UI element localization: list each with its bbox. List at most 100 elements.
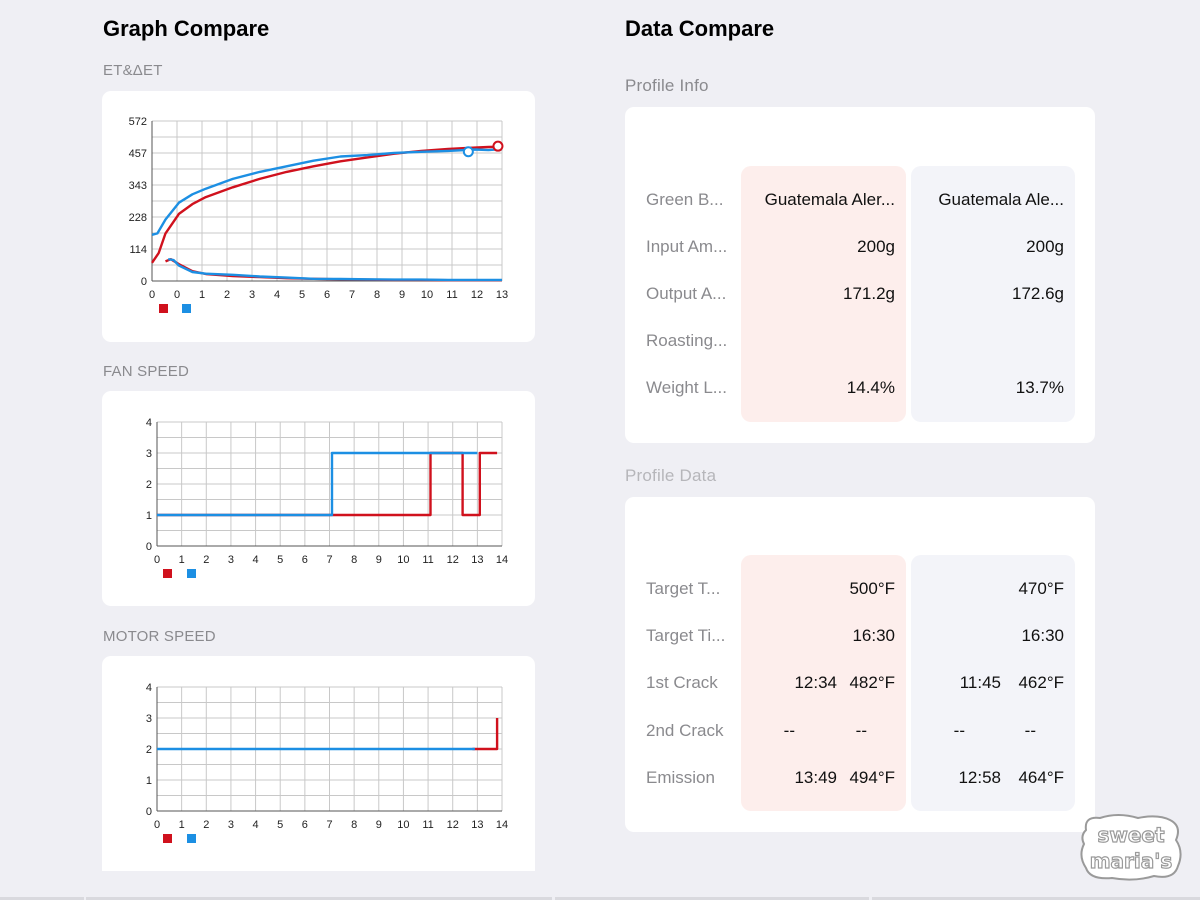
x-tick-label: 6 <box>324 289 330 301</box>
y-tick-label: 114 <box>129 244 147 256</box>
series-line <box>157 451 478 517</box>
target-time-b: 16:30 <box>1021 626 1064 645</box>
fan-speed-card[interactable]: 0 1 2 3 4 0 1 2 3 4 5 6 7 8 9 10 11 12 13 14 <box>102 391 535 606</box>
x-tick-label: 13 <box>471 554 483 566</box>
x-tick-label: 12 <box>471 289 483 301</box>
x-tick-label: 0 <box>154 819 160 831</box>
output-amount-b: 172.6g <box>1012 284 1064 303</box>
x-tick-label: 5 <box>277 819 283 831</box>
x-tick-label: 14 <box>496 554 508 566</box>
series-line <box>168 258 502 282</box>
green-bean-a: Guatemala Aler... <box>764 190 895 209</box>
logo-line1: sweet <box>1097 823 1165 847</box>
legend-swatch-a <box>159 304 168 313</box>
y-tick-label: 343 <box>129 180 147 192</box>
legend-swatch-b <box>187 834 196 843</box>
y-tick-label: 572 <box>129 116 147 128</box>
bottom-divider <box>872 897 1200 900</box>
et-chart-card[interactable]: 0 114 228 343 457 572 0 0 1 2 3 4 5 6 7 8 9 10 11 12 13 <box>102 91 535 342</box>
x-tick-label: 0 <box>154 554 160 566</box>
y-tick-label: 1 <box>146 775 152 787</box>
x-tick-label: 10 <box>397 554 409 566</box>
output-amount-a: 171.2g <box>843 284 895 303</box>
x-tick-label: 4 <box>253 819 259 831</box>
emission-temp-b: 464°F <box>1018 768 1064 787</box>
input-amount-a: 200g <box>857 237 895 256</box>
weight-loss-label: Weight L... <box>646 378 727 397</box>
first-crack-temp-a: 482°F <box>849 673 895 692</box>
second-crack-temp-a: -- <box>855 721 867 740</box>
x-tick-label: 3 <box>228 819 234 831</box>
x-tick-label: 10 <box>397 819 409 831</box>
x-tick-label: 6 <box>302 554 308 566</box>
x-tick-label: 1 <box>199 289 205 301</box>
x-tick-label: 5 <box>299 289 305 301</box>
logo-line2: maria's <box>1090 849 1173 873</box>
profile-data-label: Profile Data <box>625 466 717 485</box>
x-tick-label: 8 <box>351 819 357 831</box>
x-tick-label: 12 <box>447 819 459 831</box>
x-tick-label: 11 <box>422 819 433 831</box>
roasting-label: Roasting... <box>646 331 728 350</box>
emission-time-b: 12:58 <box>958 768 1001 787</box>
profile-b-column <box>911 166 1075 422</box>
x-tick-label: 9 <box>376 819 382 831</box>
x-tick-label: 1 <box>179 819 185 831</box>
series-marker <box>462 146 474 158</box>
x-tick-label: 7 <box>326 554 332 566</box>
series-line <box>472 718 499 751</box>
series-marker <box>492 140 504 152</box>
legend-swatch-b <box>187 569 196 578</box>
bottom-divider <box>0 897 84 900</box>
emission-label: Emission <box>646 768 715 787</box>
motor-speed-card[interactable]: 0 1 2 3 4 0 1 2 3 4 5 6 7 8 9 10 11 12 13 14 <box>102 656 535 871</box>
series-line <box>151 145 503 264</box>
emission-temp-a: 494°F <box>849 768 895 787</box>
profile-info-card: Green B... Guatemala Aler... Guatemala A… <box>625 107 1095 443</box>
first-crack-label: 1st Crack <box>646 673 718 692</box>
x-tick-label: 4 <box>274 289 280 301</box>
x-tick-label: 12 <box>447 554 459 566</box>
x-tick-label: 6 <box>302 819 308 831</box>
x-tick-label: 13 <box>496 289 508 301</box>
x-tick-label: 3 <box>249 289 255 301</box>
target-time-a: 16:30 <box>852 626 895 645</box>
bottom-divider <box>86 897 552 900</box>
profile-info-label: Profile Info <box>625 76 709 95</box>
x-tick-label: 11 <box>446 289 457 301</box>
output-amount-label: Output A... <box>646 284 727 303</box>
x-tick-label: 5 <box>277 554 283 566</box>
profile-data-card: Target T... 500°F 470°F Target Ti... 16:… <box>625 497 1095 832</box>
x-tick-label: 1 <box>179 554 185 566</box>
profile-a-column <box>741 166 906 422</box>
x-tick-label: 10 <box>421 289 433 301</box>
x-tick-label: 9 <box>399 289 405 301</box>
input-amount-label: Input Am... <box>646 237 728 256</box>
y-tick-label: 228 <box>129 212 147 224</box>
x-tick-label: 11 <box>422 554 433 566</box>
input-amount-b: 200g <box>1026 237 1064 256</box>
x-tick-label: 7 <box>349 289 355 301</box>
y-tick-label: 0 <box>141 276 147 288</box>
x-tick-label: 4 <box>253 554 259 566</box>
legend-swatch-a <box>163 834 172 843</box>
x-tick-label: 14 <box>496 819 508 831</box>
legend-swatch-b <box>182 304 191 313</box>
sweet-marias-logo: sweet maria's <box>1080 814 1182 881</box>
x-tick-label: 9 <box>376 554 382 566</box>
second-crack-time-a: -- <box>783 721 795 740</box>
y-tick-label: 0 <box>146 806 152 818</box>
target-temp-label: Target T... <box>646 579 721 598</box>
y-tick-label: 4 <box>146 417 152 429</box>
x-tick-label: 2 <box>203 554 209 566</box>
data-compare-title: Data Compare <box>625 16 775 41</box>
x-tick-label: 2 <box>203 819 209 831</box>
fan-speed-label: FAN SPEED <box>103 363 189 380</box>
target-time-label: Target Ti... <box>646 626 726 645</box>
y-tick-label: 3 <box>146 713 152 725</box>
x-tick-label: 7 <box>326 819 332 831</box>
y-tick-label: 4 <box>146 682 152 694</box>
x-tick-label: 2 <box>224 289 230 301</box>
